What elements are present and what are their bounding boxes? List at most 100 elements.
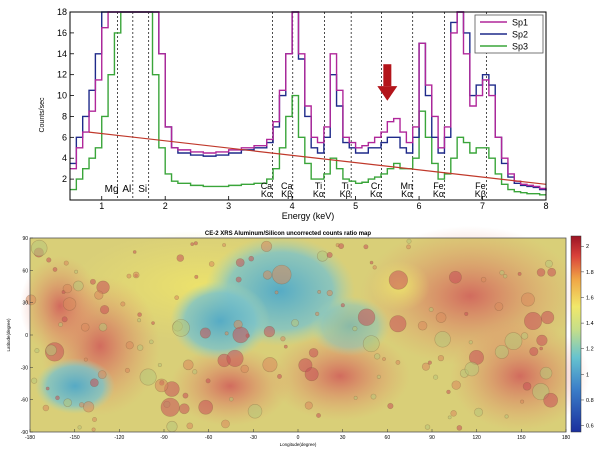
- crater-152: [45, 344, 57, 356]
- crater-60: [261, 240, 273, 252]
- crater-12: [174, 295, 179, 300]
- crater-81: [370, 393, 377, 400]
- crater-109: [421, 362, 430, 371]
- crater-90: [137, 318, 142, 323]
- crater-135: [137, 312, 142, 317]
- legend-label-sp2: Sp2: [512, 30, 528, 40]
- crater-14: [315, 311, 320, 317]
- crater-10: [139, 368, 157, 386]
- y-tick-label-8: 18: [57, 7, 67, 17]
- lat-tick-label-0: 90: [22, 236, 28, 242]
- crater-143: [77, 425, 82, 430]
- crater-94: [520, 399, 525, 404]
- crater-100: [362, 335, 380, 353]
- crater-55: [464, 311, 469, 316]
- x-tick-label-3: 4: [290, 201, 295, 211]
- crater-58: [248, 255, 255, 262]
- crater-45: [124, 367, 130, 373]
- crater-145: [524, 311, 543, 331]
- crater-61: [539, 346, 543, 351]
- crater-115: [451, 380, 461, 390]
- cr-peak-arrow: [377, 64, 398, 101]
- crater-121: [536, 268, 546, 277]
- colorbar-tick-label-3: 1.4: [586, 321, 594, 327]
- crater-48: [316, 413, 321, 418]
- y-tick-label-6: 14: [57, 49, 67, 59]
- lon-tick-label-0: -180: [25, 435, 35, 441]
- lon-tick-label-3: -90: [160, 435, 167, 441]
- lat-tick-label-6: -90: [21, 430, 28, 436]
- lon-tick-label-12: 180: [562, 435, 571, 441]
- crater-texture: [25, 238, 558, 433]
- element-label-3-part0: Ca: [261, 181, 273, 191]
- crater-65: [34, 348, 40, 354]
- element-label-6-part1: Kβ: [340, 189, 351, 199]
- crater-27: [199, 327, 211, 339]
- crater-59: [280, 336, 286, 342]
- crater-37: [208, 261, 215, 267]
- crater-83: [338, 243, 345, 250]
- crater-0: [504, 414, 509, 419]
- crater-23: [221, 419, 230, 429]
- x-tick-label-2: 3: [226, 201, 231, 211]
- crater-131: [395, 360, 401, 365]
- crater-114: [52, 267, 58, 272]
- crater-103: [89, 278, 96, 285]
- crater-18: [91, 427, 96, 432]
- lat-tick-label-3: 0: [25, 333, 28, 339]
- colorbar-tick-label-0: 2: [586, 244, 589, 250]
- crater-46: [474, 407, 484, 417]
- colorbar-tick-label-6: 0.8: [586, 398, 594, 404]
- crater-169: [503, 274, 508, 279]
- crater-125: [98, 322, 108, 332]
- crater-104: [369, 260, 374, 265]
- crater-2: [92, 417, 97, 422]
- crater-79: [376, 374, 381, 379]
- map-y-axis-label: Latitude(degree): [6, 318, 11, 352]
- element-label-0: Mg: [105, 184, 119, 195]
- y-tick-label-4: 10: [57, 91, 67, 101]
- crater-53: [283, 344, 288, 349]
- crater-133: [157, 362, 162, 367]
- map-x-axis-label: Longitude(degree): [280, 442, 317, 447]
- crater-30: [262, 357, 278, 373]
- crater-162: [536, 334, 548, 346]
- x-tick-label-6: 7: [480, 201, 485, 211]
- lon-tick-label-8: 60: [385, 435, 391, 441]
- element-label-5-part1: Kα: [313, 189, 324, 199]
- colorbar-tick-label-4: 1.2: [586, 347, 594, 353]
- crater-107: [79, 402, 85, 408]
- crater-26: [96, 280, 110, 294]
- colorbar-tick-label-5: 1: [586, 372, 589, 378]
- crater-137: [447, 415, 452, 420]
- crater-33: [417, 320, 428, 331]
- crater-134: [494, 302, 504, 311]
- colorbar-tick-label-7: 0.6: [586, 424, 594, 430]
- crater-142: [126, 273, 132, 279]
- crater-122: [353, 395, 358, 400]
- crater-126: [427, 360, 432, 365]
- crater-89: [547, 267, 557, 277]
- crater-87: [539, 366, 553, 380]
- crater-156: [205, 378, 211, 384]
- arrow-shaft: [383, 64, 392, 87]
- element-label-2: Si: [138, 184, 147, 195]
- crater-165: [543, 392, 558, 408]
- crater-136: [247, 404, 263, 419]
- element-label-8-part1: Kα: [401, 189, 412, 199]
- crater-62: [226, 349, 244, 367]
- element-label-6-part0: Ti: [342, 181, 349, 191]
- crater-147: [387, 402, 394, 410]
- y-tick-label-5: 12: [57, 70, 67, 80]
- lon-tick-label-11: 150: [517, 435, 526, 441]
- crater-1: [99, 305, 110, 315]
- legend: Sp1 Sp2 Sp3: [474, 14, 544, 54]
- crater-49: [82, 401, 95, 413]
- x-tick-label-7: 8: [543, 201, 548, 211]
- crater-167: [449, 270, 462, 284]
- crater-154: [389, 315, 407, 333]
- crater-130: [73, 280, 84, 292]
- crater-67: [132, 250, 137, 254]
- legend-label-sp3: Sp3: [512, 42, 528, 52]
